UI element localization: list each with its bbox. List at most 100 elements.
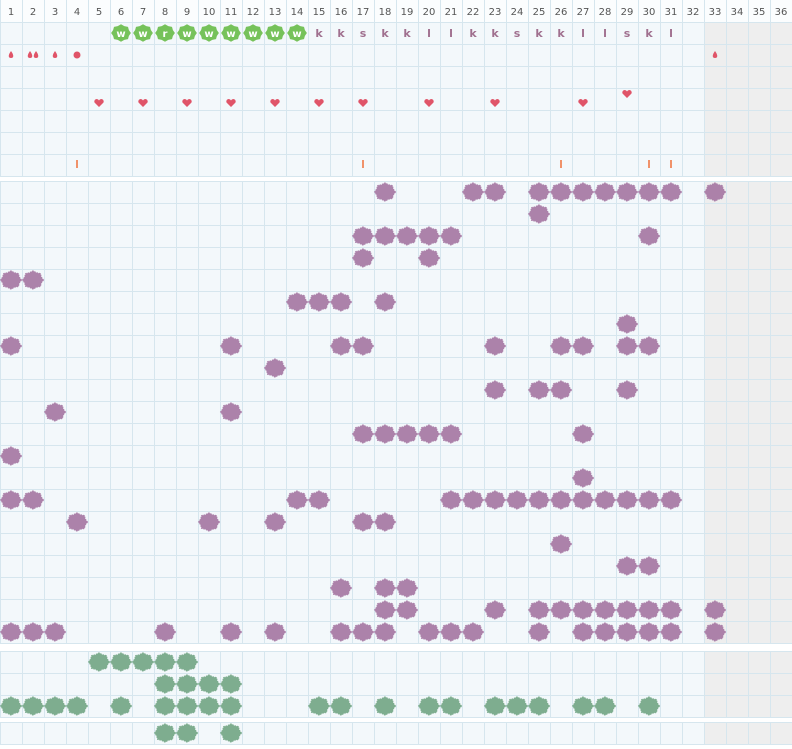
cell-mark (593, 622, 617, 642)
cell-mark (153, 674, 177, 694)
cell-mark (483, 380, 507, 400)
cell-mark (571, 336, 595, 356)
code-label: r (163, 29, 168, 40)
heart-icon (622, 90, 632, 98)
cell-mark (615, 336, 639, 356)
cell-mark (395, 424, 419, 444)
cell-mark (21, 696, 45, 716)
cell-mark (285, 292, 309, 312)
code-label: w (182, 29, 191, 40)
cell-mark (549, 380, 573, 400)
cell-mark (527, 696, 551, 716)
cell-mark (615, 622, 639, 642)
cell-mark (461, 182, 485, 202)
cell-mark (527, 600, 551, 620)
day-number: 23 (489, 7, 502, 18)
heart-icon (94, 99, 104, 107)
code-badge (221, 24, 241, 42)
code-label: l (581, 27, 585, 40)
dot-icon (73, 51, 81, 59)
cell-mark (417, 248, 441, 268)
day-number: 19 (401, 7, 414, 18)
code-label: l (669, 27, 673, 40)
cell-mark (703, 600, 727, 620)
cell-mark (263, 358, 287, 378)
cell-mark (329, 696, 353, 716)
heart-icon (578, 99, 588, 107)
cell-mark (373, 182, 397, 202)
cell-mark (461, 622, 485, 642)
cell-mark (505, 490, 529, 510)
code-label: s (360, 27, 367, 40)
code-label: k (491, 27, 499, 40)
cell-mark (703, 182, 727, 202)
drop-icon (8, 51, 14, 58)
cell-mark (131, 652, 155, 672)
heart-icon (358, 99, 368, 107)
cell-mark (659, 622, 683, 642)
cell-mark (615, 182, 639, 202)
day-number: 4 (74, 7, 80, 18)
cell-mark (373, 622, 397, 642)
code-label: w (270, 29, 279, 40)
code-badge (155, 24, 175, 42)
code-label: w (226, 29, 235, 40)
day-number: 32 (687, 7, 700, 18)
code-label: w (138, 29, 147, 40)
cell-mark (439, 424, 463, 444)
day-number: 18 (379, 7, 392, 18)
cell-mark (373, 424, 397, 444)
cell-mark (659, 490, 683, 510)
cell-mark (593, 182, 617, 202)
cell-mark (65, 512, 89, 532)
cell-mark (637, 600, 661, 620)
cell-mark (571, 468, 595, 488)
cell-mark (527, 204, 551, 224)
cell-mark (549, 534, 573, 554)
cell-mark (307, 696, 331, 716)
code-badge (177, 24, 197, 42)
code-label: w (292, 29, 301, 40)
cell-mark (43, 402, 67, 422)
cell-mark (329, 292, 353, 312)
day-number: 28 (599, 7, 612, 18)
cell-mark (373, 600, 397, 620)
day-number: 31 (665, 7, 678, 18)
cell-mark (109, 696, 133, 716)
cell-mark (175, 723, 199, 743)
tick-icon (560, 160, 562, 168)
day-number: 22 (467, 7, 480, 18)
cell-mark (417, 696, 441, 716)
cell-mark (571, 182, 595, 202)
cell-mark (0, 696, 23, 716)
cell-mark (219, 336, 243, 356)
cell-mark (219, 622, 243, 642)
day-number: 6 (118, 7, 124, 18)
cell-mark (87, 652, 111, 672)
cell-mark (395, 600, 419, 620)
cell-mark (571, 490, 595, 510)
cell-mark (637, 336, 661, 356)
cell-mark (351, 248, 375, 268)
cell-mark (197, 674, 221, 694)
cell-mark (571, 622, 595, 642)
cell-mark (417, 622, 441, 642)
drop-icon (33, 51, 39, 58)
day-number: 9 (184, 7, 190, 18)
drop-icon (712, 51, 718, 58)
cell-mark (637, 490, 661, 510)
cell-mark (263, 622, 287, 642)
cell-mark (593, 600, 617, 620)
cell-mark (219, 402, 243, 422)
cell-mark (153, 622, 177, 642)
code-label: k (315, 27, 323, 40)
cell-mark (505, 696, 529, 716)
cell-mark (263, 512, 287, 532)
cell-mark (483, 600, 507, 620)
code-label: k (469, 27, 477, 40)
cell-mark (329, 578, 353, 598)
cell-mark (527, 182, 551, 202)
cell-mark (483, 490, 507, 510)
heart-icon (490, 99, 500, 107)
